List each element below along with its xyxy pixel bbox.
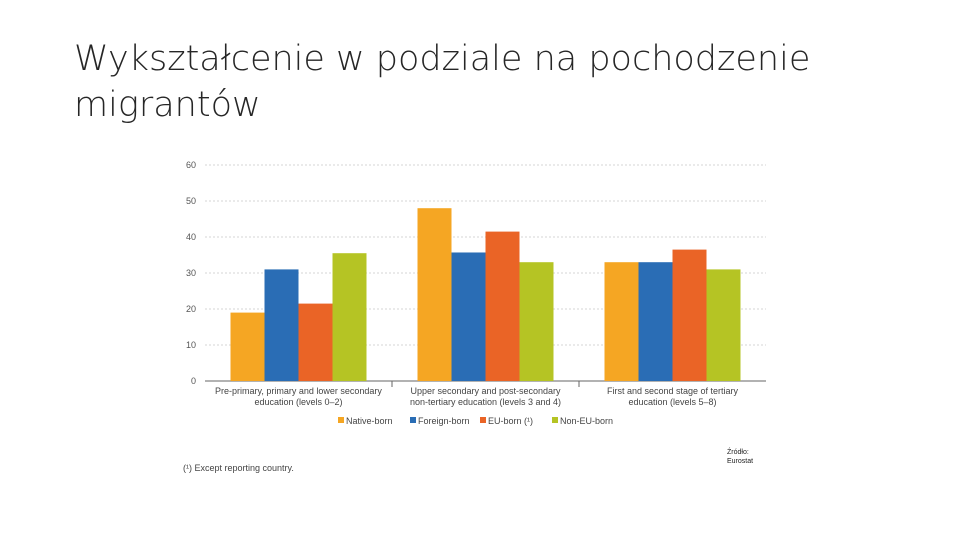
y-tick-label: 0 xyxy=(191,376,196,386)
education-bar-chart: 0 10 20 30 40 50 60 Pre-primary, primary and lo… xyxy=(178,150,774,480)
legend-label: Foreign-born xyxy=(418,416,470,426)
x-category-label: Upper secondary and post-secondary xyxy=(410,386,561,396)
y-tick-label: 20 xyxy=(186,304,196,314)
y-tick-label: 60 xyxy=(186,160,196,170)
bar xyxy=(417,208,452,381)
y-tick-label: 40 xyxy=(186,232,196,242)
source-label: Źródło: xyxy=(727,449,749,456)
bar xyxy=(672,249,707,381)
title-line-1: Wykształcenie w podziale na pochodzenie xyxy=(74,39,811,79)
legend-swatch xyxy=(480,417,486,423)
x-category-label: First and second stage of tertiary xyxy=(607,386,739,396)
x-category-label: non-tertiary education (levels 3 and 4) xyxy=(410,397,561,407)
x-category-label: education (levels 0–2) xyxy=(254,397,342,407)
legend-swatch xyxy=(338,417,344,423)
x-category-label: education (levels 5–8) xyxy=(628,397,716,407)
chart-footnote: (¹) Except reporting country. xyxy=(183,463,294,473)
legend-label: EU-born (¹) xyxy=(488,416,533,426)
bar xyxy=(298,303,333,381)
bar xyxy=(451,252,486,381)
bar xyxy=(230,312,265,381)
title-line-2: migrantów xyxy=(74,85,261,125)
bar xyxy=(332,253,367,381)
y-tick-label: 30 xyxy=(186,268,196,278)
y-tick-label: 10 xyxy=(186,340,196,350)
legend-label: Non-EU-born xyxy=(560,416,613,426)
bar xyxy=(264,269,299,381)
legend-swatch xyxy=(552,417,558,423)
source-note: Źródło: Eurostat xyxy=(727,448,767,466)
x-category-label: Pre-primary, primary and lower secondary xyxy=(215,386,382,396)
bar xyxy=(706,269,741,381)
chart-svg: 0 10 20 30 40 50 60 Pre-primary, primary and lo… xyxy=(186,160,766,426)
legend-swatch xyxy=(410,417,416,423)
bar xyxy=(638,262,673,381)
bar xyxy=(604,262,639,381)
y-tick-label: 50 xyxy=(186,196,196,206)
source-value: Eurostat xyxy=(727,458,754,465)
legend-label: Native-born xyxy=(346,416,393,426)
slide-title: Wykształcenie w podziale na pochodzenie … xyxy=(74,36,874,128)
bar xyxy=(485,231,520,381)
bar xyxy=(519,262,554,381)
